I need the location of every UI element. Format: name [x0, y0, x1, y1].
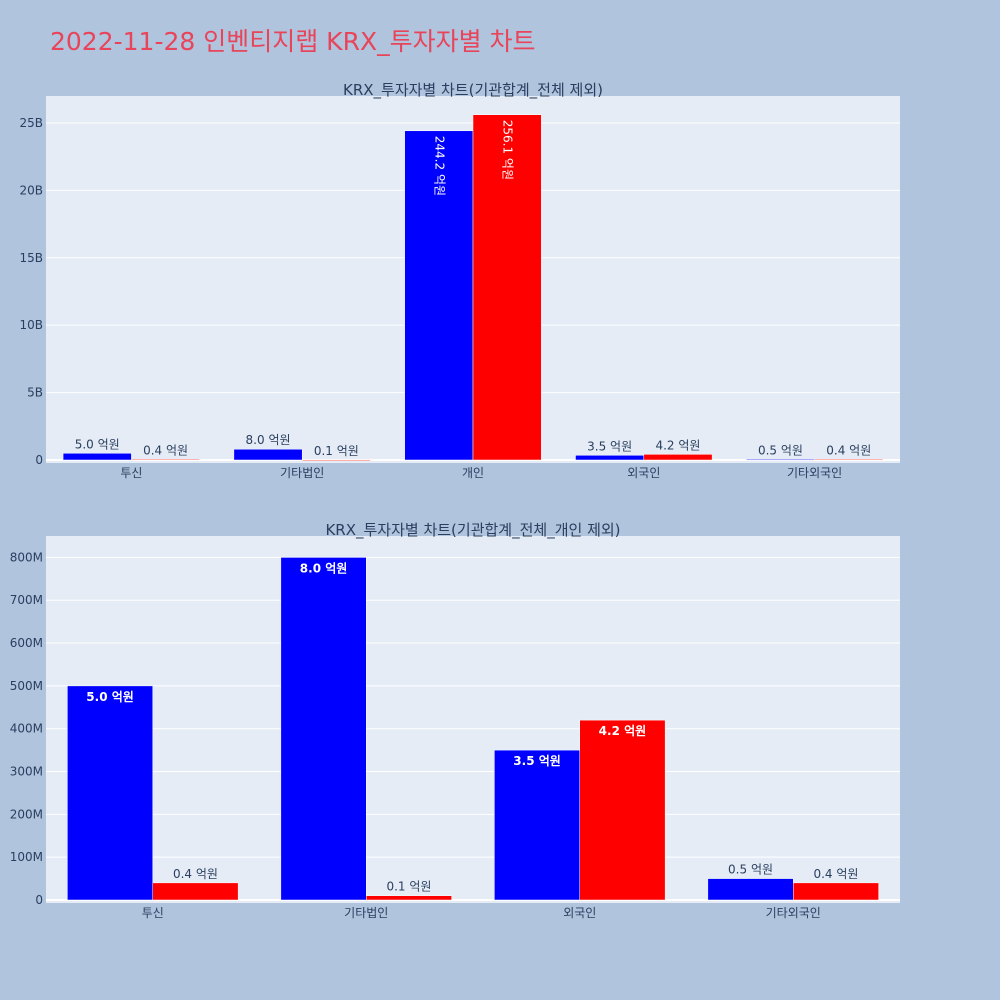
y-tick-label: 700M: [10, 593, 43, 607]
bar-buy: [62, 453, 132, 461]
y-tick-label: 0: [35, 453, 43, 467]
data-label: 0.5 억원: [758, 443, 803, 457]
y-tick-label: 15B: [19, 251, 43, 265]
y-tick-label: 200M: [10, 807, 43, 821]
y-tick-label: 5B: [27, 386, 43, 400]
plot-area: [46, 536, 900, 903]
bar-buy: [67, 685, 153, 901]
data-label: 0.4 억원: [813, 867, 858, 881]
bar-sell: [152, 882, 239, 901]
bar-sell: [793, 882, 879, 901]
y-tick-label: 20B: [19, 183, 43, 197]
data-label: 0.4 억원: [143, 443, 188, 457]
data-label: 8.0 억원: [300, 561, 348, 575]
bar-sell: [131, 459, 200, 461]
bar-sell: [366, 895, 452, 901]
data-label: 0.1 억원: [386, 880, 431, 894]
bar-sell: [579, 719, 666, 901]
chart-title: KRX_투자자별 차트(기관합계_전체 제외): [343, 81, 603, 100]
x-tick-label: 외국인: [563, 906, 596, 920]
bar-sell: [472, 114, 542, 461]
data-label: 0.1 억원: [314, 444, 359, 458]
bar-buy: [233, 448, 303, 461]
x-tick-label: 개인: [462, 466, 484, 480]
data-label: 8.0 억원: [246, 433, 291, 447]
bar-buy: [575, 455, 645, 461]
bar-buy: [404, 130, 474, 461]
data-label: 256.1 억원: [501, 120, 515, 180]
x-tick-label: 기타법인: [280, 466, 324, 480]
y-tick-label: 25B: [19, 116, 43, 130]
data-label: 244.2 억원: [432, 136, 446, 196]
data-label: 4.2 억원: [599, 724, 647, 738]
x-tick-label: 기타법인: [344, 906, 388, 920]
page-title: 2022-11-28 인벤티지랩 KRX_투자자별 차트: [50, 27, 536, 56]
y-tick-label: 500M: [10, 679, 43, 693]
chart-1: KRX_투자자별 차트(기관합계_전체 제외) 0 5B 10B 15B 20B 25B 투신…: [19, 81, 900, 480]
bar-buy: [707, 878, 794, 901]
data-label: 0.5 억원: [728, 863, 773, 877]
x-tick-label: 투신: [142, 906, 164, 920]
bar-sell: [643, 454, 713, 461]
y-tick-label: 0: [35, 893, 43, 907]
x-tick-label: 기타외국인: [787, 466, 842, 480]
data-label: 4.2 억원: [655, 438, 700, 452]
y-tick-label: 400M: [10, 722, 43, 736]
x-tick-label: 기타외국인: [766, 906, 821, 920]
x-tick-label: 외국인: [627, 466, 660, 480]
data-label: 0.4 억원: [173, 867, 218, 881]
y-tick-label: 600M: [10, 636, 43, 650]
chart-2: KRX_투자자별 차트(기관합계_전체_개인 제외) 0 100M 200M 300M 4…: [10, 521, 900, 920]
bar-buy: [746, 459, 815, 461]
data-label: 3.5 억원: [587, 439, 632, 453]
x-tick-label: 투신: [120, 466, 142, 480]
y-tick-label: 800M: [10, 550, 43, 564]
chart-title: KRX_투자자별 차트(기관합계_전체_개인 제외): [325, 521, 620, 540]
data-label: 3.5 억원: [513, 754, 561, 768]
data-label: 0.4 억원: [826, 443, 871, 457]
y-tick-label: 10B: [19, 318, 43, 332]
y-tick-label: 100M: [10, 850, 43, 864]
y-tick-label: 300M: [10, 765, 43, 779]
bar-buy: [494, 749, 581, 901]
bar-sell: [814, 459, 884, 461]
bar-sell: [301, 459, 371, 461]
data-label: 5.0 억원: [86, 690, 134, 704]
bar-buy: [280, 557, 367, 901]
data-label: 5.0 억원: [75, 437, 120, 451]
